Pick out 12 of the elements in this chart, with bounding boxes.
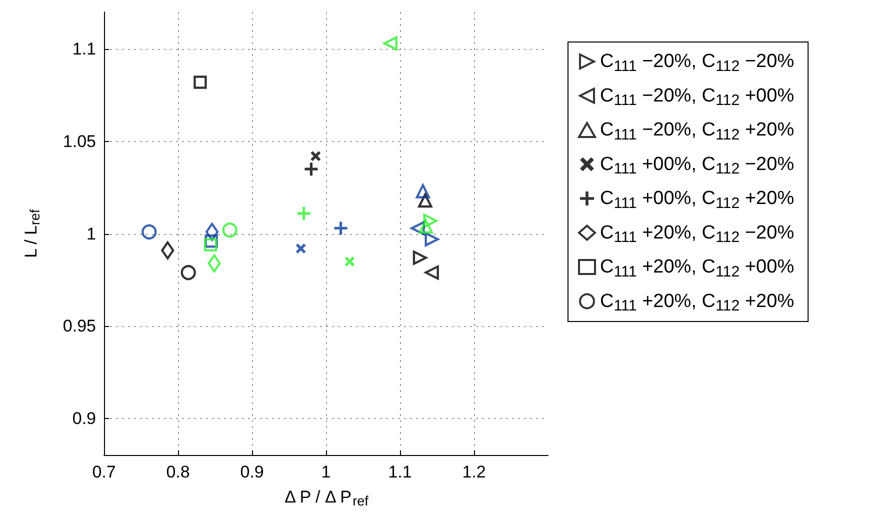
x-tick-label: 0.9 xyxy=(240,462,264,482)
x-tick-label: 0.8 xyxy=(166,462,190,482)
x-tick-label: 0.7 xyxy=(92,462,116,482)
y-tick-label: 1.1 xyxy=(72,39,96,58)
y-tick-label: 0.95 xyxy=(62,316,96,336)
y-tick-label: 0.9 xyxy=(72,409,96,428)
y-tick-label: 1 xyxy=(86,224,96,244)
y-tick-label: 1.05 xyxy=(62,132,96,151)
y-axis-title: L / Lref xyxy=(21,209,42,258)
x-tick-label: 1.1 xyxy=(388,462,412,482)
x-tick-label: 1 xyxy=(321,462,331,482)
x-tick-label: 1.2 xyxy=(462,462,486,482)
